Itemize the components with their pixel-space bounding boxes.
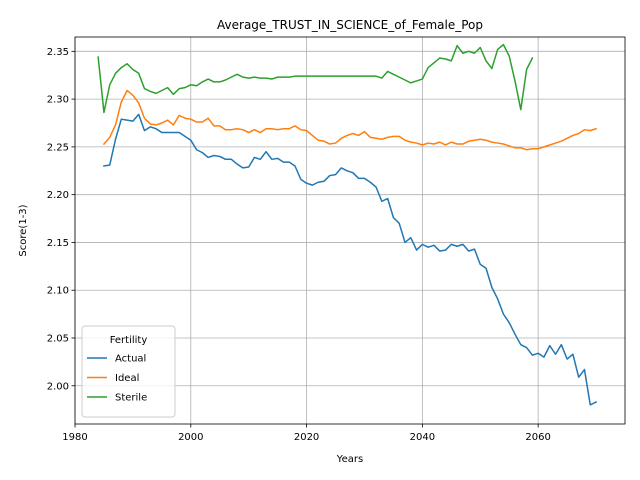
series-line-sterile xyxy=(97,43,534,114)
chart-title: Average_TRUST_IN_SCIENCE_of_Female_Pop xyxy=(217,18,483,32)
grid-lines xyxy=(74,37,625,424)
y-axis-ticks: 2.00 2.05 2.10 2.15 2.20 2.25 2.30 2.35 xyxy=(47,47,75,392)
y-tick-label: 2.30 xyxy=(47,95,69,106)
y-tick-label: 2.00 xyxy=(47,381,69,392)
x-axis-label: Years xyxy=(336,454,363,465)
legend-title: Fertility xyxy=(110,335,148,346)
legend: Fertility Actual Ideal Sterile xyxy=(81,325,176,418)
y-tick-label: 2.10 xyxy=(47,286,69,297)
series-line-ideal xyxy=(102,89,597,151)
x-axis-ticks: 1980 2000 2020 2040 2060 xyxy=(62,424,551,443)
x-tick-label: 2000 xyxy=(178,432,203,443)
y-tick-label: 2.15 xyxy=(47,238,69,249)
plot-frame xyxy=(74,36,626,425)
x-tick-label: 2020 xyxy=(294,432,319,443)
y-axis-label: Score(1-3) xyxy=(18,204,29,256)
x-tick-label: 2060 xyxy=(525,432,550,443)
legend-entries: Actual Ideal Sterile xyxy=(87,354,147,404)
y-tick-label: 2.20 xyxy=(47,190,69,201)
y-tick-label: 2.25 xyxy=(47,142,69,153)
legend-label-actual: Actual xyxy=(115,354,146,365)
series-line-actual xyxy=(103,113,598,406)
series-lines xyxy=(97,43,598,406)
legend-box xyxy=(81,325,176,418)
y-tick-label: 2.35 xyxy=(47,47,69,58)
x-tick-label: 2040 xyxy=(410,432,435,443)
legend-label-ideal: Ideal xyxy=(115,373,139,384)
legend-label-sterile: Sterile xyxy=(115,393,147,404)
x-tick-label: 1980 xyxy=(62,432,87,443)
y-tick-label: 2.05 xyxy=(47,334,69,345)
